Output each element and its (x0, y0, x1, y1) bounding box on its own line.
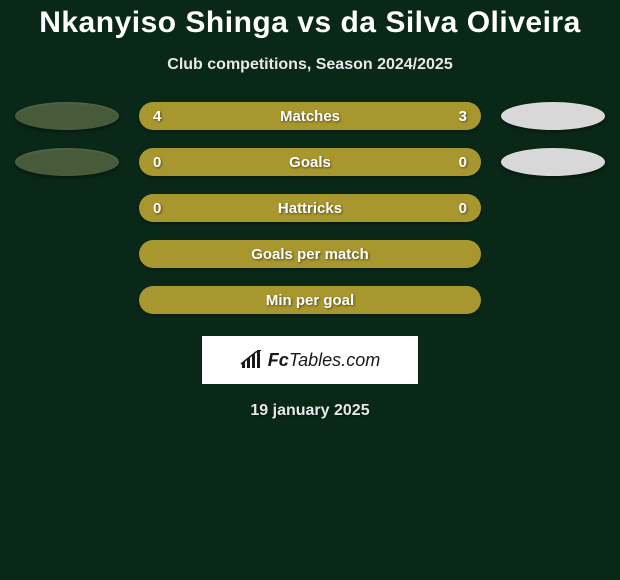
stat-label: Matches (280, 108, 340, 125)
right-value: 0 (459, 154, 467, 171)
bar-chart-icon (240, 350, 264, 370)
row-matches: 4 Matches 3 (0, 102, 620, 130)
right-value: 0 (459, 200, 467, 217)
stat-bar: Min per goal (139, 286, 481, 314)
subtitle: Club competitions, Season 2024/2025 (0, 56, 620, 74)
date-text: 19 january 2025 (0, 402, 620, 420)
row-min-per-goal: Min per goal (0, 286, 620, 314)
left-value: 4 (153, 108, 161, 125)
ellipse-spacer (15, 240, 119, 268)
right-ellipse (501, 148, 605, 176)
stat-label: Goals (289, 154, 331, 171)
left-value: 0 (153, 200, 161, 217)
ellipse-spacer (501, 194, 605, 222)
stat-label: Goals per match (251, 246, 369, 263)
logo-box: FcTables.com (202, 336, 418, 384)
left-value: 0 (153, 154, 161, 171)
right-ellipse (501, 102, 605, 130)
row-goals-per-match: Goals per match (0, 240, 620, 268)
ellipse-spacer (501, 240, 605, 268)
row-hattricks: 0 Hattricks 0 (0, 194, 620, 222)
stat-bar: 0 Goals 0 (139, 148, 481, 176)
left-ellipse (15, 102, 119, 130)
page-title: Nkanyiso Shinga vs da Silva Oliveira (0, 0, 620, 40)
ellipse-spacer (15, 194, 119, 222)
stat-bar: 0 Hattricks 0 (139, 194, 481, 222)
stat-bar: 4 Matches 3 (139, 102, 481, 130)
ellipse-spacer (15, 286, 119, 314)
logo-suffix: Tables.com (289, 350, 380, 370)
stat-bar: Goals per match (139, 240, 481, 268)
logo-prefix: Fc (268, 350, 289, 370)
row-goals: 0 Goals 0 (0, 148, 620, 176)
comparison-rows: 4 Matches 3 0 Goals 0 0 Hattricks 0 Goal… (0, 102, 620, 314)
logo-text: FcTables.com (268, 350, 380, 371)
stat-label: Hattricks (278, 200, 342, 217)
ellipse-spacer (501, 286, 605, 314)
left-ellipse (15, 148, 119, 176)
stat-label: Min per goal (266, 292, 354, 309)
right-value: 3 (459, 108, 467, 125)
